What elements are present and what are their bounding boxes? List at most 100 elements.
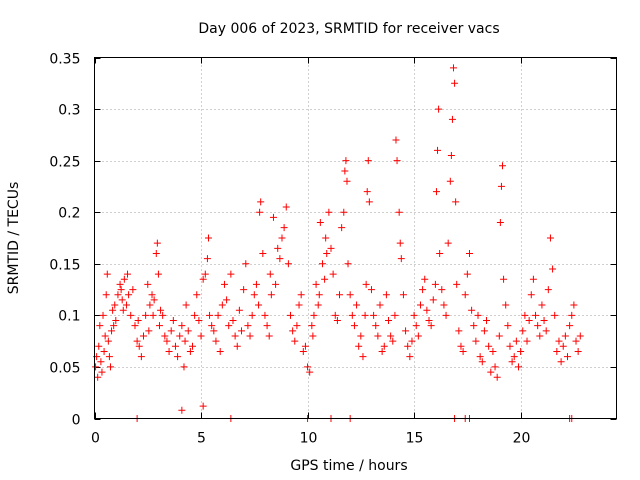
data-point xyxy=(333,317,341,325)
data-point xyxy=(263,322,271,330)
data-point xyxy=(267,291,275,299)
data-point xyxy=(289,327,297,335)
data-point xyxy=(327,244,335,252)
data-point xyxy=(447,151,455,159)
data-point xyxy=(348,311,356,319)
data-point xyxy=(229,317,237,325)
data-point xyxy=(208,322,216,330)
data-point xyxy=(178,406,186,414)
data-point xyxy=(362,280,370,288)
data-points xyxy=(92,64,584,422)
data-point xyxy=(99,311,107,319)
data-point xyxy=(563,353,571,361)
data-point xyxy=(269,213,277,221)
data-point xyxy=(485,342,493,350)
data-point xyxy=(538,301,546,309)
y-tick-label: 0.2 xyxy=(58,206,80,222)
data-point xyxy=(406,353,414,361)
data-point xyxy=(255,301,263,309)
data-point xyxy=(370,311,378,319)
data-point xyxy=(197,332,205,340)
data-point xyxy=(184,327,192,335)
data-point xyxy=(506,342,514,350)
data-point xyxy=(465,249,473,257)
data-point xyxy=(363,188,371,196)
data-point xyxy=(252,280,260,288)
data-point xyxy=(532,311,540,319)
data-point xyxy=(104,337,112,345)
data-point xyxy=(165,347,173,355)
data-point xyxy=(127,311,135,319)
data-point xyxy=(134,317,142,325)
data-point xyxy=(432,188,440,196)
data-point xyxy=(276,255,284,263)
data-point xyxy=(359,353,367,361)
chart-title: Day 006 of 2023, SRMTID for receiver vac… xyxy=(198,21,499,37)
data-point xyxy=(455,327,463,335)
data-point xyxy=(480,327,488,335)
data-point xyxy=(186,347,194,355)
data-point xyxy=(331,311,339,319)
data-point xyxy=(502,301,510,309)
data-point xyxy=(448,115,456,123)
data-point xyxy=(159,311,167,319)
data-point xyxy=(278,234,286,242)
data-point xyxy=(323,249,331,257)
data-point xyxy=(427,322,435,330)
data-point xyxy=(453,280,461,288)
data-point xyxy=(103,270,111,278)
data-point xyxy=(555,337,563,345)
data-point xyxy=(487,368,495,376)
data-point xyxy=(180,363,188,371)
data-point xyxy=(572,337,580,345)
data-point xyxy=(287,311,295,319)
data-point xyxy=(416,301,424,309)
data-point xyxy=(161,332,169,340)
x-axis-label: GPS time / hours xyxy=(290,458,407,474)
data-point xyxy=(521,311,529,319)
data-point xyxy=(117,286,125,294)
data-point xyxy=(365,198,373,206)
data-point xyxy=(149,311,157,319)
data-point xyxy=(248,311,256,319)
data-point xyxy=(297,291,305,299)
data-point xyxy=(203,255,211,263)
data-point xyxy=(106,363,114,371)
data-point xyxy=(508,358,516,366)
data-point xyxy=(497,182,505,190)
data-point xyxy=(256,208,264,216)
data-point xyxy=(504,322,512,330)
data-point xyxy=(145,327,153,335)
data-point xyxy=(316,219,324,227)
data-point xyxy=(396,239,404,247)
data-point xyxy=(176,332,184,340)
data-point xyxy=(95,342,103,350)
data-point xyxy=(338,224,346,232)
data-point xyxy=(457,342,465,350)
data-point xyxy=(542,327,550,335)
y-tick-label: 0.3 xyxy=(58,103,80,119)
data-point xyxy=(476,353,484,361)
x-tick-label: 20 xyxy=(513,431,531,447)
data-point xyxy=(167,327,175,335)
data-point xyxy=(309,332,317,340)
data-point xyxy=(429,296,437,304)
data-point xyxy=(431,280,439,288)
data-point xyxy=(557,358,565,366)
data-point xyxy=(199,402,207,410)
data-point xyxy=(150,296,158,304)
data-point xyxy=(419,286,427,294)
data-point xyxy=(499,162,507,170)
data-point xyxy=(392,136,400,144)
data-point xyxy=(438,286,446,294)
data-point xyxy=(470,322,478,330)
data-point xyxy=(306,368,314,376)
data-point xyxy=(519,327,527,335)
data-point xyxy=(440,301,448,309)
data-point xyxy=(446,177,454,185)
data-point xyxy=(355,342,363,350)
data-point xyxy=(119,306,127,314)
data-point xyxy=(244,322,252,330)
y-tick-label: 0 xyxy=(72,413,81,429)
data-point xyxy=(301,342,309,350)
